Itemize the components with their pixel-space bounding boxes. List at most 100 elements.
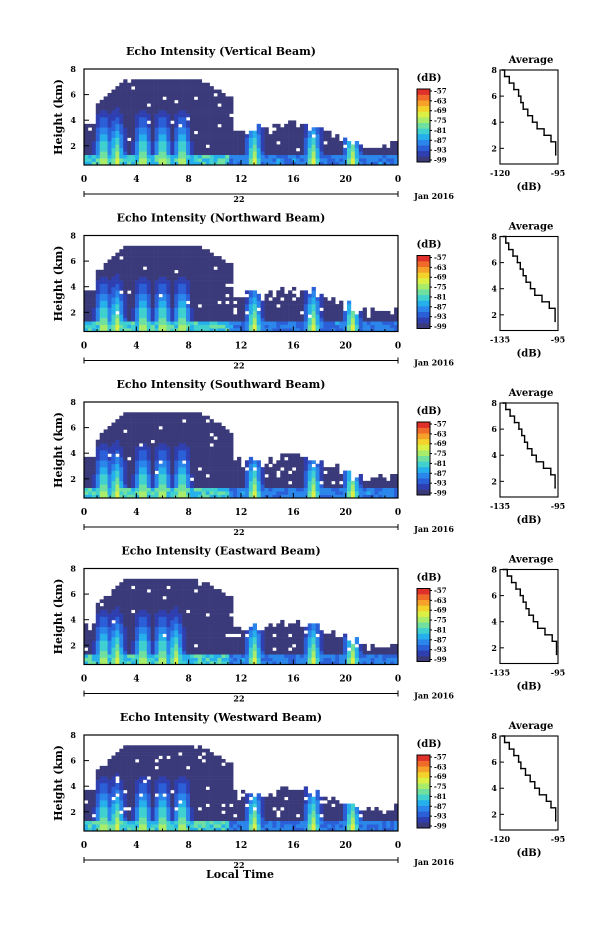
- colorbar-swatch: [417, 622, 430, 629]
- colorbar-tick-label: -93: [434, 479, 447, 488]
- profile-y-tick-label: 2: [491, 643, 497, 653]
- x-tick-label: 12: [235, 175, 248, 185]
- y-tick-label: 8: [70, 564, 76, 574]
- y-tick-label: 2: [70, 474, 76, 484]
- colorbar-swatch: [417, 117, 430, 123]
- profile-point: [545, 800, 548, 803]
- profile-point: [510, 581, 513, 584]
- colorbar-swatch: [417, 771, 430, 778]
- profile-point: [512, 255, 514, 257]
- colorbar-swatch: [417, 633, 430, 640]
- profile-y-tick-label: 6: [491, 424, 497, 434]
- colorbar-tick-label: -75: [434, 283, 447, 292]
- colorbar-tick-label: -81: [434, 792, 447, 801]
- profile-point: [525, 281, 527, 284]
- x-tick-label: 0: [395, 342, 401, 352]
- profile-point: [531, 454, 533, 457]
- profile-point: [548, 307, 551, 310]
- profile-y-tick-label: 2: [491, 143, 497, 153]
- colorbar-swatch: [417, 272, 430, 279]
- colorbar-tick-label: -99: [434, 655, 447, 664]
- colorbar-swatch: [417, 627, 430, 634]
- profile-point: [544, 634, 546, 636]
- profile-point: [522, 601, 524, 603]
- colorbar-tick-label: -75: [434, 116, 447, 125]
- profile-point: [518, 428, 520, 430]
- colorbar-frame: [416, 421, 431, 496]
- x-tick-label: 0: [81, 675, 87, 685]
- colorbar-swatch: [417, 760, 430, 767]
- colorbar-swatch: [417, 317, 430, 324]
- date-marker: 22: [233, 194, 244, 204]
- x-tick-label: 8: [186, 675, 192, 685]
- profile-title: Average: [508, 55, 554, 66]
- x-tick-label: 8: [186, 841, 192, 851]
- profile-x-tick-label: -120: [490, 834, 510, 844]
- colorbar-unit: (dB): [417, 406, 442, 417]
- colorbar-tick-label: -93: [434, 146, 447, 155]
- colorbar-swatch: [417, 594, 430, 601]
- y-axis-label: Height (km): [52, 745, 65, 821]
- colorbar-tick-label: -87: [434, 302, 447, 311]
- x-axis-label: Local Time: [206, 868, 274, 881]
- echo-heatmap: [84, 245, 399, 332]
- x-tick-label: 12: [235, 675, 248, 685]
- profile-point: [529, 287, 532, 290]
- profile-y-tick-label: 6: [491, 757, 497, 767]
- profile-point: [513, 754, 515, 757]
- y-tick-label: 8: [70, 397, 76, 407]
- colorbar-swatch: [417, 650, 430, 657]
- profile-x-axis-label: (dB): [517, 848, 542, 859]
- panel-title: Echo Intensity (Eastward Beam): [121, 545, 320, 558]
- colorbar-tick-label: -99: [434, 822, 447, 831]
- profile-y-tick-label: 8: [491, 232, 497, 242]
- x-tick-label: 8: [186, 175, 192, 185]
- profile-point: [523, 441, 526, 444]
- profile-x-axis-label: (dB): [517, 682, 542, 693]
- colorbar-swatch: [417, 122, 430, 129]
- x-tick-label: 8: [186, 342, 192, 352]
- colorbar-swatch: [417, 255, 430, 262]
- colorbar-swatch: [417, 755, 430, 761]
- y-tick-label: 6: [70, 90, 76, 100]
- x-tick-label: 4: [133, 342, 139, 352]
- x-tick-label: 20: [339, 508, 352, 518]
- profile-point: [534, 787, 536, 789]
- profile-point: [519, 594, 522, 597]
- x-tick-label: 4: [133, 675, 139, 685]
- profile-y-tick-label: 8: [491, 398, 497, 408]
- colorbar-tick-label: -87: [434, 802, 447, 811]
- colorbar-tick-label: -87: [434, 136, 447, 145]
- profile-line: [502, 69, 557, 155]
- colorbar-swatch: [417, 294, 430, 301]
- date-label: Jan 2016: [413, 358, 454, 368]
- x-tick-label: 16: [287, 342, 300, 352]
- profile-point: [554, 487, 556, 489]
- profile-point: [554, 320, 556, 323]
- y-tick-label: 8: [70, 64, 76, 74]
- panel-4: Echo Intensity (Eastward Beam) 2 4 6 8 Height…: [52, 545, 565, 704]
- colorbar-swatch: [417, 794, 430, 801]
- colorbar-swatch: [417, 277, 430, 284]
- colorbar-swatch: [417, 311, 430, 318]
- profile-point: [509, 415, 511, 417]
- y-axis-label: Height (km): [52, 79, 65, 155]
- panel-3: Echo Intensity (Southward Beam) 2 4 6 8 Heigh…: [52, 378, 565, 537]
- profile-point: [536, 128, 538, 130]
- colorbar-tick-label: -99: [434, 489, 447, 498]
- profile-point: [521, 434, 523, 437]
- x-tick-label: 12: [235, 508, 248, 518]
- profile-x-tick-label: -95: [551, 668, 565, 678]
- date-marker: 22: [233, 860, 244, 870]
- colorbar-swatch: [417, 266, 430, 273]
- colorbar-swatch: [417, 639, 430, 645]
- colorbar-tick-label: -69: [434, 439, 447, 448]
- profile-frame: [499, 235, 559, 332]
- colorbar-swatch: [417, 605, 430, 612]
- panel-title: Echo Intensity (Westward Beam): [120, 711, 322, 724]
- profile-x-tick-label: -135: [490, 668, 510, 678]
- date-label: Jan 2016: [413, 524, 454, 534]
- x-tick-label: 20: [339, 342, 352, 352]
- colorbar-tick-label: -99: [434, 156, 447, 165]
- profile-point: [534, 294, 536, 297]
